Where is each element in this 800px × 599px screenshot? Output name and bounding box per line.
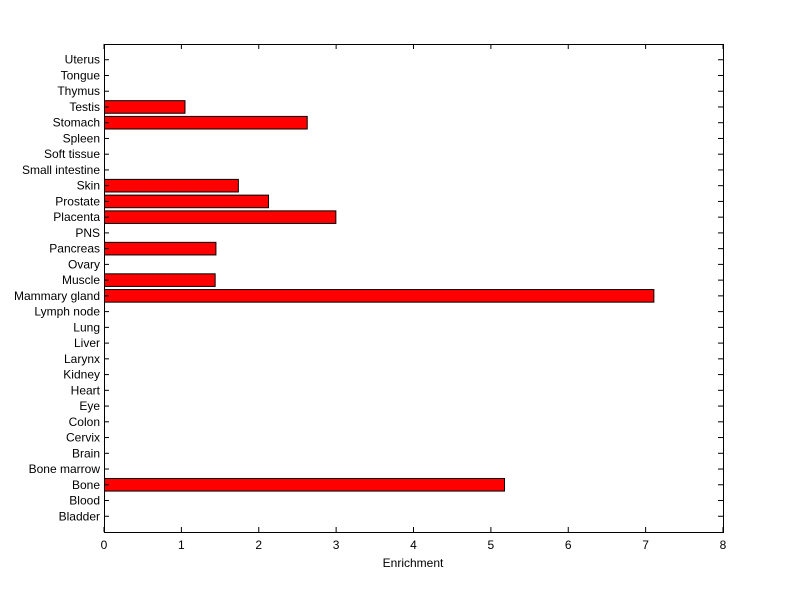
bar-mammary-gland <box>104 289 655 303</box>
x-tick-label: 1 <box>178 538 185 552</box>
y-tick-label-blood: Blood <box>69 494 100 508</box>
y-tick-label-lymph-node: Lymph node <box>34 305 100 319</box>
x-tick-label: 4 <box>410 538 417 552</box>
x-tick-label: 6 <box>565 538 572 552</box>
y-tick-label-stomach: Stomach <box>53 116 100 130</box>
y-tick-label-skin: Skin <box>77 179 100 193</box>
y-tick-label-mammary-gland: Mammary gland <box>14 289 100 303</box>
y-tick-label-cervix: Cervix <box>66 431 100 445</box>
y-tick-label-bladder: Bladder <box>59 509 100 523</box>
bar-pancreas <box>104 241 217 256</box>
bar-stomach <box>104 115 308 130</box>
y-tick-label-pns: PNS <box>75 226 100 240</box>
x-tick-label: 7 <box>642 538 649 552</box>
bar-skin <box>104 178 239 193</box>
y-tick-label-muscle: Muscle <box>62 273 100 287</box>
plot-area-frame <box>104 44 724 533</box>
y-tick-label-thymus: Thymus <box>57 84 100 98</box>
y-tick-label-placenta: Placenta <box>53 210 100 224</box>
x-tick-label: 8 <box>720 538 727 552</box>
x-tick-label: 5 <box>488 538 495 552</box>
y-tick-label-soft-tissue: Soft tissue <box>44 147 100 161</box>
y-tick-label-small-intestine: Small intestine <box>22 163 100 177</box>
bar-bone <box>104 477 506 492</box>
y-tick-label-bone-marrow: Bone marrow <box>29 462 101 476</box>
y-tick-label-larynx: Larynx <box>64 352 100 366</box>
y-tick-label-uterus: Uterus <box>65 53 100 67</box>
y-tick-label-lung: Lung <box>73 320 100 334</box>
y-tick-label-prostate: Prostate <box>55 194 100 208</box>
bar-muscle <box>104 273 216 287</box>
x-tick-label: 3 <box>333 538 340 552</box>
y-tick-label-kidney: Kidney <box>63 368 100 382</box>
bar-testis <box>104 100 186 114</box>
bar-prostate <box>104 194 270 209</box>
y-tick-label-pancreas: Pancreas <box>49 242 100 256</box>
y-tick-label-spleen: Spleen <box>63 131 100 145</box>
y-tick-label-bone: Bone <box>72 478 100 492</box>
x-tick-label: 0 <box>101 538 108 552</box>
y-tick-label-tongue: Tongue <box>61 68 101 82</box>
y-tick-label-brain: Brain <box>72 446 100 460</box>
y-tick-label-heart: Heart <box>71 383 101 397</box>
y-tick-label-colon: Colon <box>69 415 100 429</box>
y-tick-label-eye: Eye <box>79 399 100 413</box>
y-tick-label-liver: Liver <box>74 336 100 350</box>
bar-placenta <box>104 210 337 224</box>
bars-layer <box>104 100 655 492</box>
x-axis-title: Enrichment <box>383 556 444 570</box>
y-tick-label-ovary: Ovary <box>68 257 100 271</box>
x-tick-label: 2 <box>255 538 262 552</box>
y-tick-label-testis: Testis <box>69 100 100 114</box>
